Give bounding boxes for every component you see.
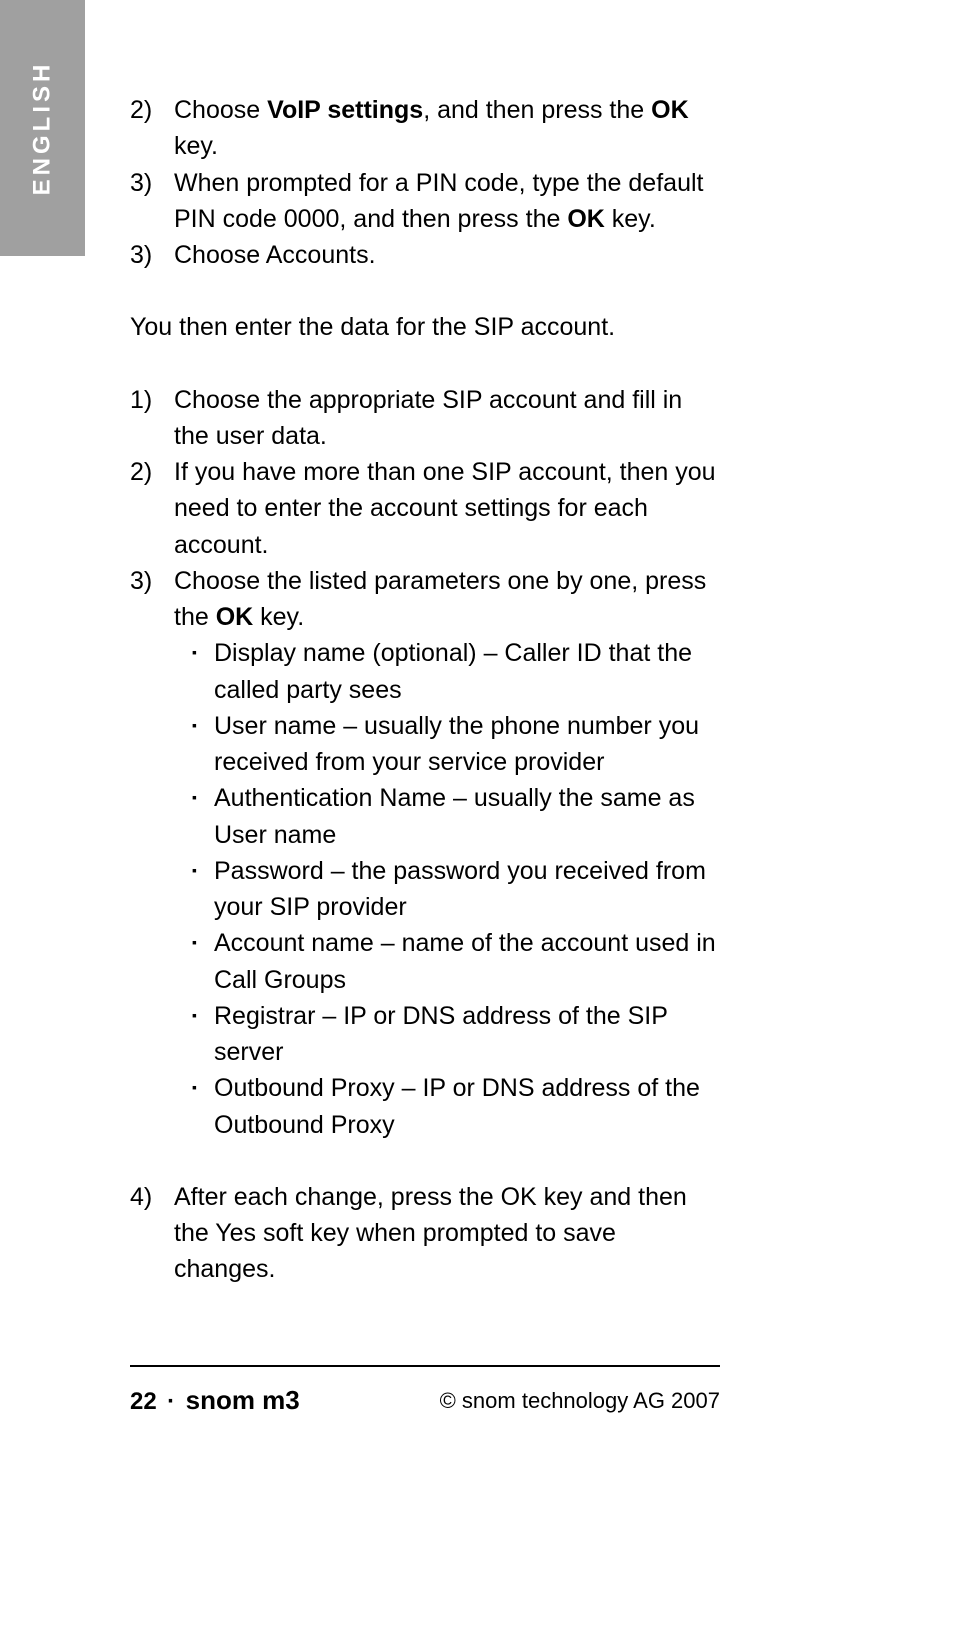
step-item: 3)When prompted for a PIN code, type the…	[130, 165, 720, 238]
bullet-text: Outbound Proxy – IP or DNS address of th…	[214, 1070, 720, 1143]
bold-text: VoIP settings	[267, 96, 423, 124]
bullet-item: ▪Display name (optional) – Caller ID tha…	[174, 635, 720, 708]
step-item: 2)Choose VoIP settings, and then press t…	[130, 92, 720, 165]
copyright-text: © snom technology AG 2007	[440, 1388, 720, 1414]
step-item: 3)Choose Accounts.	[130, 237, 720, 273]
bullet-item: ▪Authentication Name – usually the same …	[174, 780, 720, 853]
bullet-text: Registrar – IP or DNS address of the SIP…	[214, 998, 720, 1071]
step-text: After each change, press the OK key and …	[174, 1179, 720, 1288]
step-item: 1)Choose the appropriate SIP account and…	[130, 382, 720, 455]
bullet-item: ▪Registrar – IP or DNS address of the SI…	[174, 998, 720, 1071]
step-number: 3)	[130, 563, 174, 636]
language-tab: ENGLISH	[0, 0, 85, 256]
bullet-text: User name – usually the phone number you…	[214, 708, 720, 781]
bullet-text: Display name (optional) – Caller ID that…	[214, 635, 720, 708]
steps-list-b: 1)Choose the appropriate SIP account and…	[130, 382, 720, 636]
bold-text: OK	[216, 603, 254, 631]
bullet-item: ▪Account name – name of the account used…	[174, 925, 720, 998]
page-number: 22	[130, 1388, 157, 1415]
step-number: 1)	[130, 382, 174, 455]
bullet-mark: ▪	[192, 925, 214, 998]
step-item: 3)Choose the listed parameters one by on…	[130, 563, 720, 636]
bullet-mark: ▪	[192, 635, 214, 708]
step-text: When prompted for a PIN code, type the d…	[174, 165, 720, 238]
step-number: 2)	[130, 454, 174, 563]
step-number: 3)	[130, 165, 174, 238]
bullet-mark: ▪	[192, 1070, 214, 1143]
bold-text: OK	[651, 96, 689, 124]
page-content: 2)Choose VoIP settings, and then press t…	[130, 92, 720, 1288]
language-label: ENGLISH	[29, 61, 57, 196]
bullet-mark: ▪	[192, 998, 214, 1071]
bullet-item: ▪User name – usually the phone number yo…	[174, 708, 720, 781]
step-text: Choose the listed parameters one by one,…	[174, 563, 720, 636]
bold-text: OK	[567, 205, 605, 233]
bullet-text: Authentication Name – usually the same a…	[214, 780, 720, 853]
steps-list-c: 4)After each change, press the OK key an…	[130, 1179, 720, 1288]
step-item: 4)After each change, press the OK key an…	[130, 1179, 720, 1288]
bullet-text: Password – the password you received fro…	[214, 853, 720, 926]
footer-separator: ·	[167, 1388, 175, 1415]
bullet-mark: ▪	[192, 853, 214, 926]
product-model: snom m3	[186, 1385, 300, 1415]
bullet-text: Account name – name of the account used …	[214, 925, 720, 998]
footer-left: 22 · snom m3	[130, 1385, 300, 1416]
bullet-item: ▪Password – the password you received fr…	[174, 853, 720, 926]
step-text: If you have more than one SIP account, t…	[174, 454, 720, 563]
page-footer: 22 · snom m3 © snom technology AG 2007	[130, 1365, 720, 1416]
step-number: 4)	[130, 1179, 174, 1288]
step-item: 2)If you have more than one SIP account,…	[130, 454, 720, 563]
step-number: 3)	[130, 237, 174, 273]
step-text: Choose the appropriate SIP account and f…	[174, 382, 720, 455]
bullet-list: ▪Display name (optional) – Caller ID tha…	[130, 635, 720, 1143]
step-text: Choose Accounts.	[174, 237, 720, 273]
intro-paragraph: You then enter the data for the SIP acco…	[130, 309, 720, 345]
bullet-mark: ▪	[192, 708, 214, 781]
step-number: 2)	[130, 92, 174, 165]
step-text: Choose VoIP settings, and then press the…	[174, 92, 720, 165]
bullet-item: ▪Outbound Proxy – IP or DNS address of t…	[174, 1070, 720, 1143]
steps-list-a: 2)Choose VoIP settings, and then press t…	[130, 92, 720, 273]
bullet-mark: ▪	[192, 780, 214, 853]
